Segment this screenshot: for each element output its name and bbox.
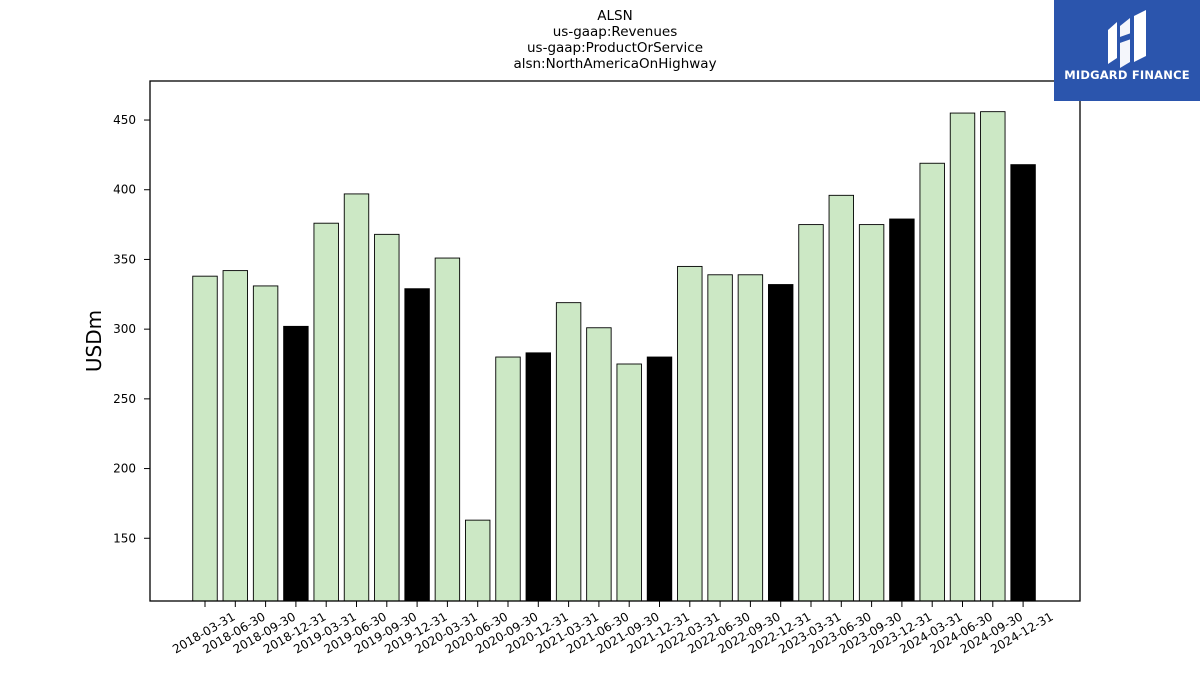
bar-2023-03-31 [798,224,824,602]
y-axis-label: USDm [82,310,106,372]
x-axis: 2018-03-312018-06-302018-09-302018-12-31… [170,601,1056,656]
y-tick-label: 400 [113,183,136,197]
bar-2024-06-30 [949,112,976,602]
y-tick-label: 200 [113,462,136,476]
bar-2019-06-30 [343,193,370,602]
bar-2020-09-30 [495,356,521,602]
bar-2024-09-30 [980,111,1006,602]
bar-2021-09-30 [616,363,642,602]
bar-2023-09-30 [858,224,885,602]
bar-2022-06-30 [707,274,733,602]
title-line: ALSN [597,8,632,24]
bar-2022-03-31 [677,265,703,602]
bar-2022-12-31 [768,284,794,602]
bar-2020-12-31 [525,352,551,602]
plot-frame [149,80,1081,602]
bar-2018-03-31 [192,275,218,602]
bar-2020-06-30 [465,519,491,602]
bar-2019-09-30 [374,233,400,602]
y-tick-label: 150 [113,531,136,545]
bar-2021-06-30 [586,327,612,602]
logo-text: MIDGARD FINANCE [1064,68,1190,82]
y-tick-label: 350 [113,252,136,266]
bar-2024-12-31 [1010,164,1036,602]
chart-title: ALSNus-gaap:Revenuesus-gaap:ProductOrSer… [513,8,716,72]
bar-2020-03-31 [434,257,461,602]
y-axis: 150 200 250 300 350 400 450 [113,113,150,545]
bar-2023-12-31 [889,218,915,602]
bar-2018-12-31 [283,325,309,602]
y-tick-label: 300 [113,322,136,336]
bar-2021-03-31 [555,302,582,602]
bar-2019-03-31 [313,222,339,602]
bars-group [192,111,1036,602]
title-line: us-gaap:ProductOrService [527,40,703,56]
y-tick-label: 450 [113,113,136,127]
bar-2018-09-30 [252,285,279,602]
bar-2024-03-31 [919,162,945,602]
title-line: us-gaap:Revenues [553,24,678,40]
bar-2021-12-31 [646,356,673,602]
bar-2018-06-30 [222,270,249,602]
midgard-finance-logo: MIDGARD FINANCE [1054,0,1200,101]
bar-2023-06-30 [828,194,854,602]
y-tick-label: 250 [113,392,136,406]
bar-2019-12-31 [404,288,430,602]
bar-2022-09-30 [737,274,764,602]
midgard-logo-icon [1108,10,1146,68]
title-line: alsn:NorthAmericaOnHighway [513,56,716,72]
